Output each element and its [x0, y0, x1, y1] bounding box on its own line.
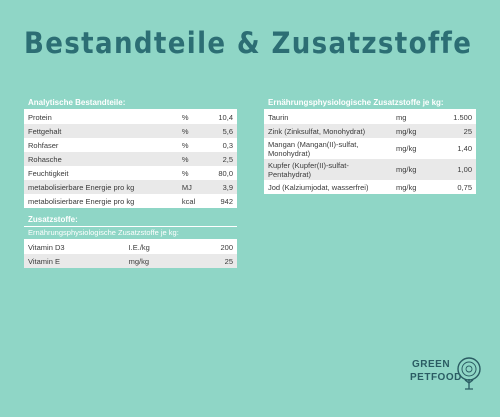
row-value: 3,9 [206, 180, 237, 194]
row-unit: % [177, 138, 207, 152]
row-name: Mangan (Mangan(II)-sulfat, Monohydrat) [264, 138, 392, 159]
additives-subheader: Ernährungsphysiologische Zusatzstoffe je… [24, 227, 237, 240]
table-row: Kupfer (Kupfer(II)-sulfat-Pentahydrat) m… [264, 159, 476, 180]
row-value: 10,4 [206, 110, 237, 124]
row-value: 80,0 [206, 166, 237, 180]
row-name: Rohfaser [24, 138, 178, 152]
row-name: Protein [24, 110, 178, 124]
row-value: 0,3 [206, 138, 237, 152]
nutrition-additives-table: Ernährungsphysiologische Zusatzstoffe je… [264, 97, 476, 194]
row-unit: % [177, 110, 207, 124]
row-name: Zink (Zinksulfat, Monohydrat) [264, 124, 392, 138]
row-value: 25 [190, 254, 237, 268]
additives-table: Zusatzstoffe: Ernährungsphysiologische Z… [24, 214, 237, 268]
row-name: Jod (Kalziumjodat, wasserfrei) [264, 180, 392, 194]
row-value: 1,00 [435, 159, 476, 180]
row-value: 1,40 [435, 138, 476, 159]
additives-header: Zusatzstoffe: [24, 214, 237, 227]
page-title: Bestandteile & Zusatzstoffe [24, 26, 473, 60]
brand-logo: GREEN PETFOOD [410, 357, 484, 393]
table-row: Fettgehalt % 5,6 [24, 124, 237, 138]
row-name: Rohasche [24, 152, 178, 166]
nutrition-additives-header: Ernährungsphysiologische Zusatzstoffe je… [264, 97, 476, 110]
table-row: Jod (Kalziumjodat, wasserfrei) mg/kg 0,7… [264, 180, 476, 194]
row-unit: % [177, 166, 207, 180]
row-name: Fettgehalt [24, 124, 178, 138]
logo-text-line1: GREEN [412, 359, 451, 370]
table-row: metabolisierbare Energie pro kg MJ 3,9 [24, 180, 237, 194]
row-name: Feuchtigkeit [24, 166, 178, 180]
row-value: 5,6 [206, 124, 237, 138]
row-value: 200 [190, 240, 237, 254]
row-unit: mg/kg [392, 180, 436, 194]
row-unit: MJ [177, 180, 207, 194]
logo-text-line2: PETFOOD [410, 372, 462, 383]
analytics-table: Analytische Bestandteile: Protein % 10,4… [24, 97, 237, 208]
row-value: 25 [435, 124, 476, 138]
row-name: Kupfer (Kupfer(II)-sulfat-Pentahydrat) [264, 159, 392, 180]
row-value: 1.500 [435, 110, 476, 124]
row-unit: mg/kg [392, 124, 436, 138]
row-unit: % [177, 152, 207, 166]
row-name: Vitamin E [24, 254, 125, 268]
row-name: Vitamin D3 [24, 240, 125, 254]
row-value: 942 [206, 194, 237, 208]
table-row: Protein % 10,4 [24, 110, 237, 124]
row-unit: mg [392, 110, 436, 124]
analytics-header: Analytische Bestandteile: [24, 97, 237, 110]
table-row: Vitamin D3 I.E./kg 200 [24, 240, 237, 254]
table-row: Feuchtigkeit % 80,0 [24, 166, 237, 180]
table-row: metabolisierbare Energie pro kg kcal 942 [24, 194, 237, 208]
tree-icon [457, 357, 481, 390]
table-row: Rohfaser % 0,3 [24, 138, 237, 152]
row-unit: mg/kg [124, 254, 191, 268]
row-unit: mg/kg [392, 159, 436, 180]
table-row: Vitamin E mg/kg 25 [24, 254, 237, 268]
row-name: Taurin [264, 110, 392, 124]
table-row: Taurin mg 1.500 [264, 110, 476, 124]
row-unit: I.E./kg [124, 240, 191, 254]
row-value: 0,75 [435, 180, 476, 194]
row-unit: mg/kg [392, 138, 436, 159]
row-name: metabolisierbare Energie pro kg [24, 194, 178, 208]
row-unit: kcal [177, 194, 207, 208]
row-unit: % [177, 124, 207, 138]
row-name: metabolisierbare Energie pro kg [24, 180, 178, 194]
row-value: 2,5 [206, 152, 237, 166]
table-row: Mangan (Mangan(II)-sulfat, Monohydrat) m… [264, 138, 476, 159]
table-row: Zink (Zinksulfat, Monohydrat) mg/kg 25 [264, 124, 476, 138]
table-row: Rohasche % 2,5 [24, 152, 237, 166]
